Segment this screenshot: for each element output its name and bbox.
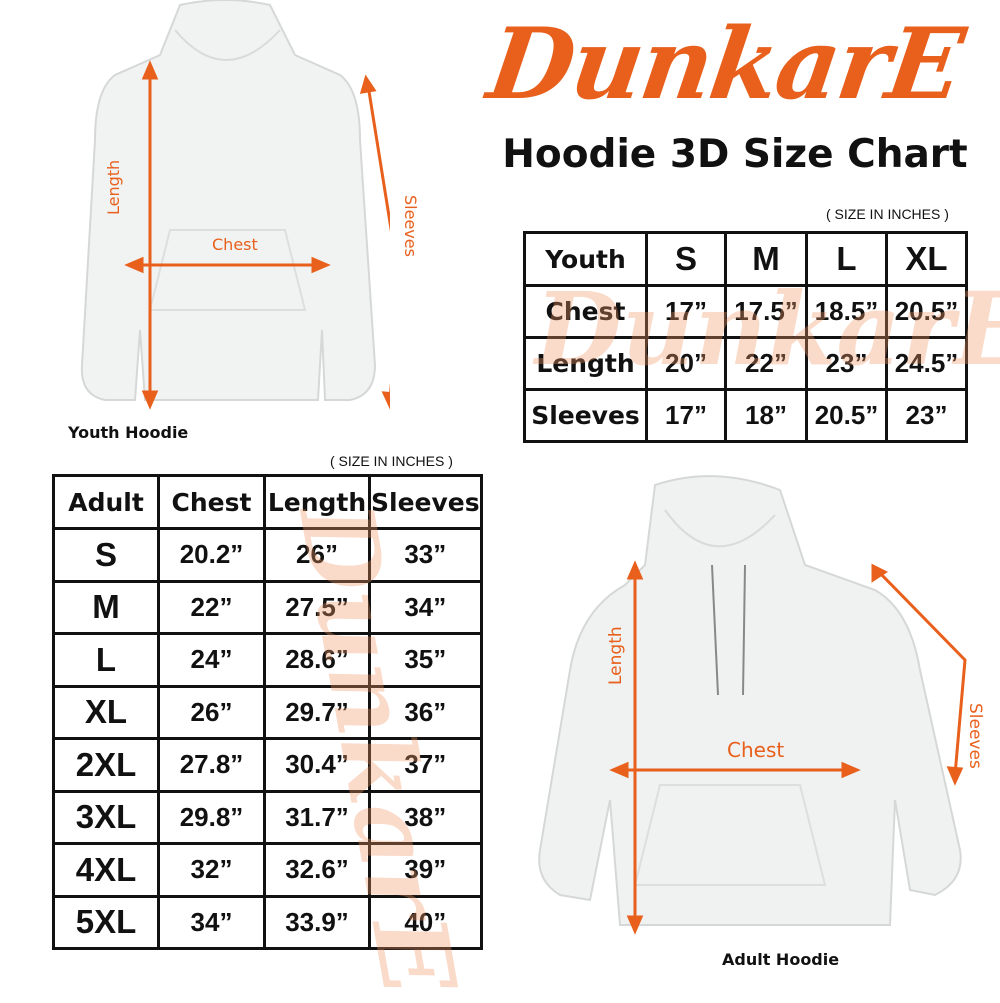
table-cell: 39” xyxy=(368,842,483,898)
table-cell: 20.2” xyxy=(157,527,266,583)
adult-length-label: Length xyxy=(606,626,626,685)
youth-unit-note: ( SIZE IN INCHES ) xyxy=(826,206,949,222)
page-title: Hoodie 3D Size Chart xyxy=(502,132,968,177)
table-cell: 23” xyxy=(885,388,968,443)
table-cell: 27.8” xyxy=(157,737,266,793)
youth-hoodie-image xyxy=(80,0,390,410)
table-row: 5XL 34” 33.9” 40” xyxy=(52,894,483,950)
table-row: 2XL 27.8” 30.4” 37” xyxy=(52,737,483,793)
table-cell: 17” xyxy=(645,284,727,339)
header-cell: Adult xyxy=(52,474,160,530)
table-cell: 29.7” xyxy=(263,684,371,740)
youth-caption: Youth Hoodie xyxy=(68,423,189,442)
row-label: 3XL xyxy=(52,789,160,845)
header-cell: Youth xyxy=(523,231,648,287)
table-row: Length 20” 22” 23” 24.5” xyxy=(523,336,968,391)
header-cell: XL xyxy=(885,231,968,287)
row-label: S xyxy=(52,527,160,583)
table-cell: 17.5” xyxy=(724,284,808,339)
table-cell: 29.8” xyxy=(157,789,266,845)
header-cell: Length xyxy=(263,474,371,530)
youth-size-table: Youth S M L XL Chest 17” 17.5” 18.5” 20.… xyxy=(523,231,968,443)
table-cell: 20” xyxy=(645,336,727,391)
table-row: M 22” 27.5” 34” xyxy=(52,579,483,635)
table-cell: 26” xyxy=(157,684,266,740)
table-cell: 35” xyxy=(368,632,483,688)
row-label: Sleeves xyxy=(523,388,648,443)
table-cell: 24.5” xyxy=(885,336,968,391)
row-label: 5XL xyxy=(52,894,160,950)
header-cell: S xyxy=(645,231,727,287)
row-label: L xyxy=(52,632,160,688)
table-cell: 23” xyxy=(805,336,888,391)
youth-chest-label: Chest xyxy=(212,235,258,254)
adult-caption: Adult Hoodie xyxy=(722,950,840,969)
table-cell: 32.6” xyxy=(263,842,371,898)
table-cell: 26” xyxy=(263,527,371,583)
table-row: Chest 17” 17.5” 18.5” 20.5” xyxy=(523,284,968,339)
table-row: S 20.2” 26” 33” xyxy=(52,527,483,583)
header-cell: Sleeves xyxy=(368,474,483,530)
adult-size-table: Adult Chest Length Sleeves S 20.2” 26” 33” M… xyxy=(52,474,483,950)
table-header-row: Adult Chest Length Sleeves xyxy=(52,474,483,530)
table-cell: 27.5” xyxy=(263,579,371,635)
table-cell: 28.6” xyxy=(263,632,371,688)
row-label: Chest xyxy=(523,284,648,339)
adult-hoodie-image xyxy=(538,475,967,935)
brand-logo: DunkarE xyxy=(481,7,969,122)
table-cell: 20.5” xyxy=(885,284,968,339)
table-cell: 22” xyxy=(724,336,808,391)
row-label: XL xyxy=(52,684,160,740)
table-cell: 38” xyxy=(368,789,483,845)
table-cell: 17” xyxy=(645,388,727,443)
table-cell: 34” xyxy=(157,894,266,950)
table-row: 3XL 29.8” 31.7” 38” xyxy=(52,789,483,845)
table-cell: 34” xyxy=(368,579,483,635)
youth-length-label: Length xyxy=(104,159,123,215)
table-row: XL 26” 29.7” 36” xyxy=(52,684,483,740)
table-cell: 40” xyxy=(368,894,483,950)
adult-sleeves-label: Sleeves xyxy=(965,703,985,769)
header-cell: M xyxy=(724,231,808,287)
table-cell: 30.4” xyxy=(263,737,371,793)
table-cell: 18.5” xyxy=(805,284,888,339)
table-cell: 18” xyxy=(724,388,808,443)
table-cell: 31.7” xyxy=(263,789,371,845)
header-cell: L xyxy=(805,231,888,287)
table-cell: 22” xyxy=(157,579,266,635)
row-label: Length xyxy=(523,336,648,391)
table-row: Sleeves 17” 18” 20.5” 23” xyxy=(523,388,968,443)
adult-unit-note: ( SIZE IN INCHES ) xyxy=(330,453,453,469)
table-row: 4XL 32” 32.6” 39” xyxy=(52,842,483,898)
table-row: L 24” 28.6” 35” xyxy=(52,632,483,688)
table-cell: 33” xyxy=(368,527,483,583)
row-label: 2XL xyxy=(52,737,160,793)
table-header-row: Youth S M L XL xyxy=(523,231,968,287)
table-cell: 32” xyxy=(157,842,266,898)
table-cell: 24” xyxy=(157,632,266,688)
adult-chest-label: Chest xyxy=(727,738,785,762)
header-cell: Chest xyxy=(157,474,266,530)
youth-sleeves-label: Sleeves xyxy=(401,195,420,257)
table-cell: 37” xyxy=(368,737,483,793)
row-label: M xyxy=(52,579,160,635)
table-cell: 33.9” xyxy=(263,894,371,950)
table-cell: 20.5” xyxy=(805,388,888,443)
table-cell: 36” xyxy=(368,684,483,740)
row-label: 4XL xyxy=(52,842,160,898)
